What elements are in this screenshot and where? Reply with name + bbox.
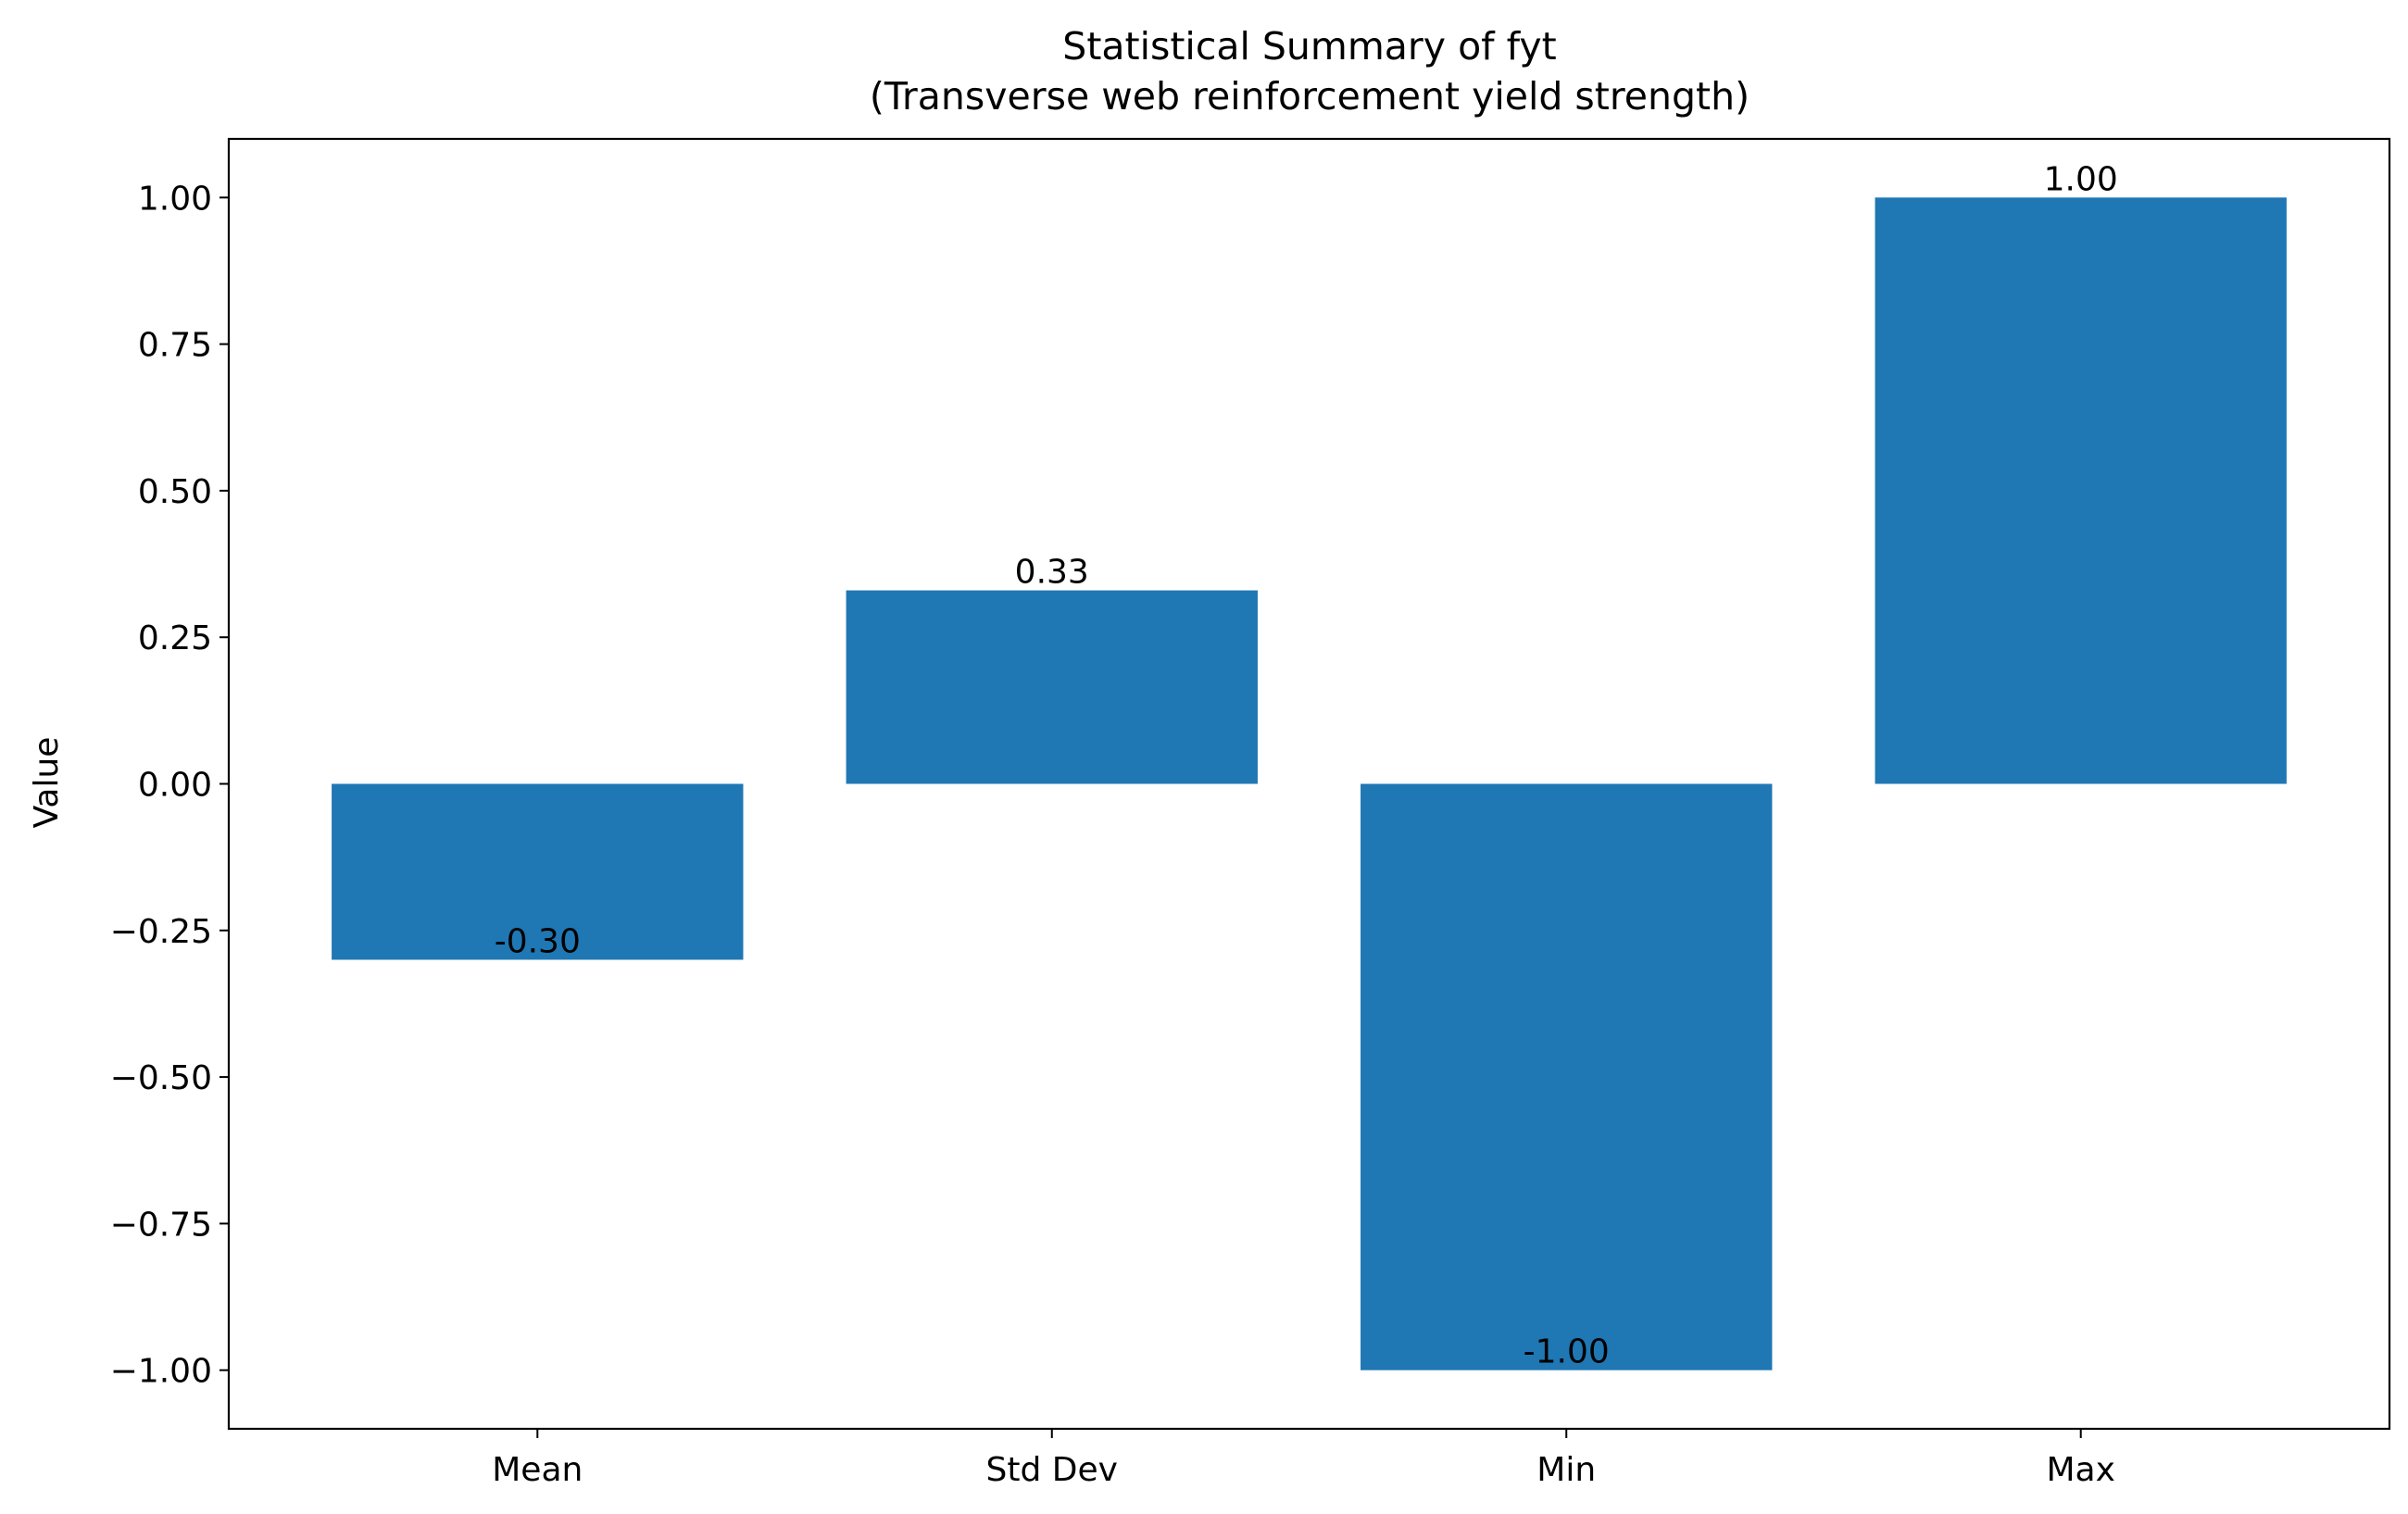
data-label: 0.33 <box>1015 554 1089 592</box>
y-tick-label: −0.75 <box>110 1206 212 1244</box>
bar-min <box>1361 783 1773 1370</box>
y-tick-label: −0.50 <box>110 1059 212 1097</box>
bar-std-dev <box>846 590 1258 784</box>
chart-title: Statistical Summary of fyt <box>1062 24 1556 69</box>
bars-group <box>332 197 2287 1370</box>
data-label: -1.00 <box>1524 1333 1610 1371</box>
x-tick-label: Min <box>1536 1451 1596 1489</box>
y-tick-label: 1.00 <box>138 180 212 218</box>
x-tick-label: Max <box>2046 1451 2114 1489</box>
y-tick-label: 0.50 <box>138 473 212 511</box>
x-tick-label: Std Dev <box>986 1451 1118 1489</box>
y-axis-label: Value <box>28 737 66 829</box>
y-tick-label: −1.00 <box>110 1353 212 1391</box>
bar-mean <box>332 783 744 960</box>
y-tick-label: −0.25 <box>110 913 212 951</box>
bar-max <box>1875 197 2287 784</box>
plot-frame <box>227 137 2391 1431</box>
data-label: -0.30 <box>495 922 581 960</box>
chart-subtitle: (Transverse web reinforcement yield stre… <box>870 74 1750 119</box>
y-tick-label: 0.00 <box>138 767 212 805</box>
data-labels-group: -0.30 0.33 -1.00 1.00 <box>495 160 2118 1370</box>
data-label: 1.00 <box>2044 160 2118 198</box>
y-axis: 1.00 0.75 0.50 0.25 0.00 −0.25 −0.50 −0.75 −1.00 <box>110 180 229 1391</box>
y-tick-label: 0.25 <box>138 619 212 657</box>
x-axis: Mean Std Dev Min Max <box>492 1429 2115 1489</box>
x-tick-label: Mean <box>492 1451 583 1489</box>
y-tick-label: 0.75 <box>138 327 212 365</box>
